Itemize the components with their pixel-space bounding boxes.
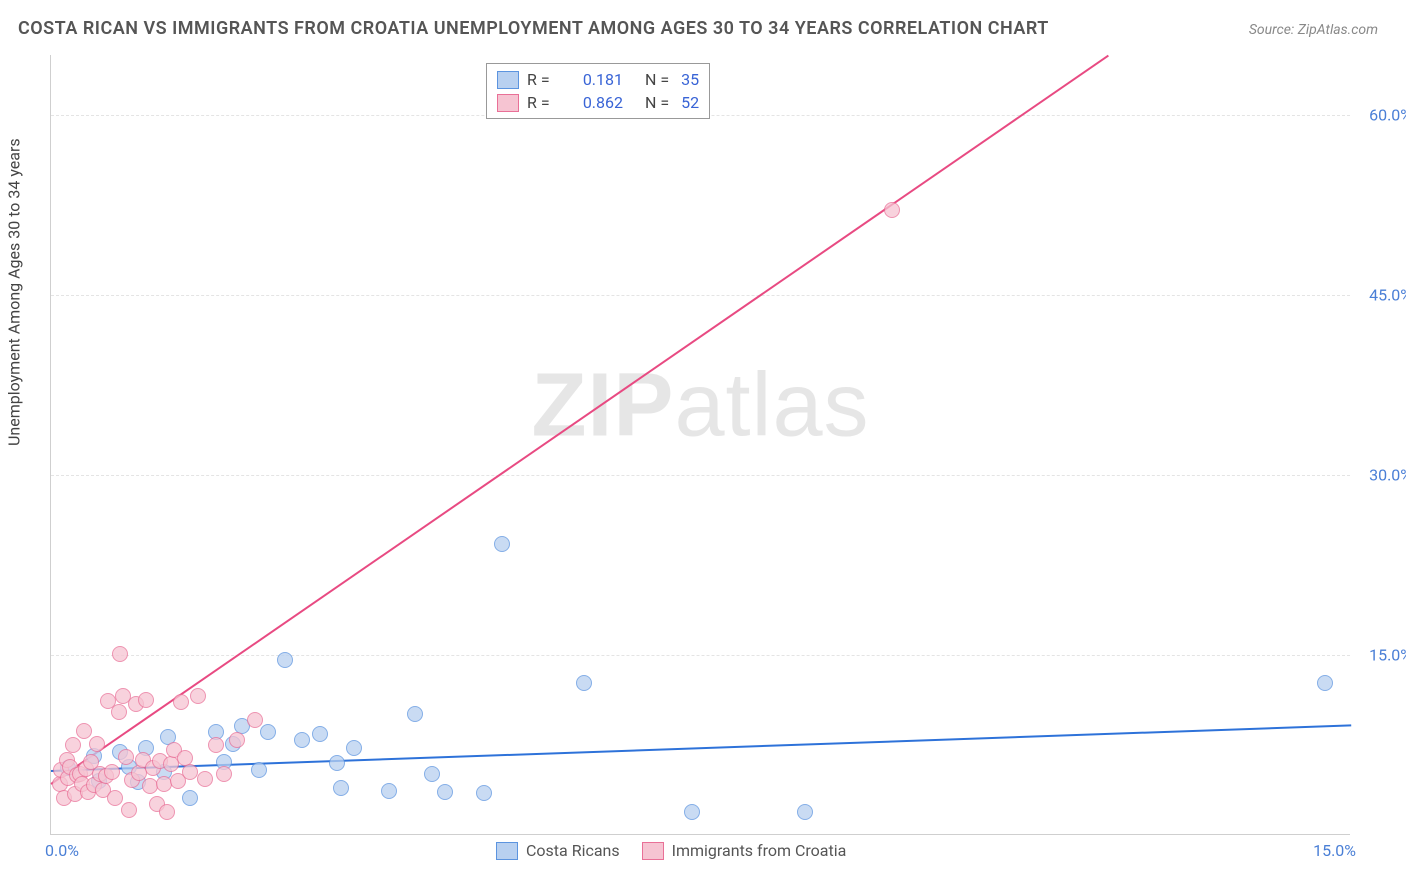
y-axis-label: Unemployment Among Ages 30 to 34 years: [5, 138, 24, 446]
r-value: 0.862: [563, 93, 623, 112]
data-point: [251, 762, 267, 778]
data-point: [1317, 675, 1333, 691]
gridline: [51, 295, 1350, 296]
n-value: 35: [681, 70, 699, 89]
data-point: [159, 804, 175, 820]
data-point: [65, 737, 81, 753]
data-point: [476, 785, 492, 801]
legend-swatch: [497, 94, 519, 112]
data-point: [247, 712, 263, 728]
legend-swatch: [497, 71, 519, 89]
n-label: N =: [645, 93, 669, 112]
data-point: [576, 675, 592, 691]
data-point: [333, 780, 349, 796]
y-tick-label: 60.0%: [1357, 106, 1406, 125]
data-point: [216, 766, 232, 782]
data-point: [121, 802, 137, 818]
data-point: [104, 764, 120, 780]
y-tick-label: 30.0%: [1357, 466, 1406, 485]
data-point: [407, 706, 423, 722]
data-point: [173, 694, 189, 710]
legend-label: Immigrants from Croatia: [672, 841, 847, 860]
data-point: [163, 756, 179, 772]
x-tick-left: 0.0%: [45, 841, 79, 860]
data-point: [229, 732, 245, 748]
data-point: [112, 646, 128, 662]
data-point: [437, 784, 453, 800]
r-label: R =: [527, 93, 555, 112]
legend-swatch: [642, 842, 664, 860]
n-value: 52: [681, 93, 699, 112]
legend-item: Immigrants from Croatia: [642, 841, 847, 860]
data-point: [190, 688, 206, 704]
data-point: [294, 732, 310, 748]
data-point: [424, 766, 440, 782]
data-point: [182, 764, 198, 780]
y-tick-label: 45.0%: [1357, 286, 1406, 305]
gridline: [51, 655, 1350, 656]
data-point: [89, 736, 105, 752]
n-label: N =: [645, 70, 669, 89]
data-point: [884, 202, 900, 218]
data-point: [138, 692, 154, 708]
r-label: R =: [527, 70, 555, 89]
watermark: ZIPatlas: [531, 354, 869, 457]
legend-correlation-row: R = 0.181 N = 35: [497, 68, 699, 91]
data-point: [494, 536, 510, 552]
r-value: 0.181: [563, 70, 623, 89]
data-point: [381, 783, 397, 799]
data-point: [111, 704, 127, 720]
data-point: [277, 652, 293, 668]
legend-correlation-row: R = 0.862 N = 52: [497, 91, 699, 114]
data-point: [118, 749, 134, 765]
data-point: [346, 740, 362, 756]
gridline: [51, 475, 1350, 476]
plot-area: ZIPatlas 15.0%30.0%45.0%60.0% 0.0% 15.0%…: [50, 55, 1350, 835]
x-tick-right: 15.0%: [1313, 841, 1356, 860]
data-point: [208, 737, 224, 753]
data-point: [76, 723, 92, 739]
watermark-atlas: atlas: [674, 355, 869, 455]
data-point: [182, 790, 198, 806]
legend-label: Costa Ricans: [526, 841, 620, 860]
data-point: [329, 755, 345, 771]
legend-item: Costa Ricans: [496, 841, 620, 860]
data-point: [197, 771, 213, 787]
legend-correlation: R = 0.181 N = 35 R = 0.862 N = 52: [486, 63, 710, 119]
data-point: [684, 804, 700, 820]
data-point: [312, 726, 328, 742]
chart-title: COSTA RICAN VS IMMIGRANTS FROM CROATIA U…: [18, 18, 1049, 39]
data-point: [107, 790, 123, 806]
legend-series: Costa Ricans Immigrants from Croatia: [496, 841, 846, 860]
data-point: [260, 724, 276, 740]
y-tick-label: 15.0%: [1357, 646, 1406, 665]
source-label: Source: ZipAtlas.com: [1249, 22, 1378, 38]
data-point: [797, 804, 813, 820]
legend-swatch: [496, 842, 518, 860]
